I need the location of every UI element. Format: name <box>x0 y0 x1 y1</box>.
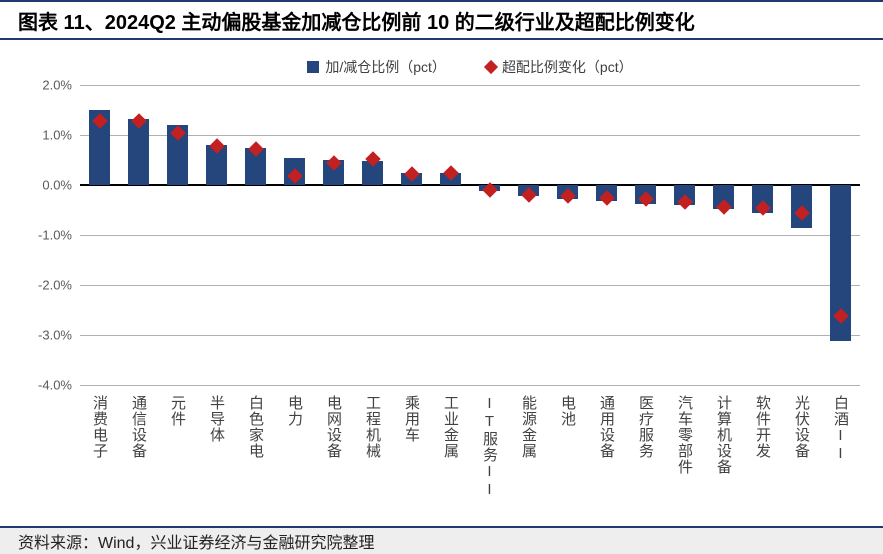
legend-diamond-swatch <box>484 60 498 74</box>
legend: 加/减仓比例（pct） 超配比例变化（pct） <box>80 57 860 77</box>
x-tick-label: 能源金属 <box>518 395 539 459</box>
x-tick-label: 通用设备 <box>596 395 617 459</box>
y-tick-label: -3.0% <box>20 328 72 343</box>
diamond-marker <box>521 187 537 203</box>
diamond-marker <box>443 165 459 181</box>
source-text: 资料来源：Wind，兴业证券经济与金融研究院整理 <box>18 529 374 553</box>
diamond-marker <box>170 125 186 141</box>
diamond-marker <box>209 138 225 154</box>
y-tick-label: 2.0% <box>20 78 72 93</box>
source-bar: 资料来源：Wind，兴业证券经济与金融研究院整理 <box>0 526 883 554</box>
y-tick-label: -1.0% <box>20 228 72 243</box>
x-tick-label: 通信设备 <box>128 395 149 459</box>
diamond-marker <box>365 151 381 167</box>
y-tick-label: -4.0% <box>20 378 72 393</box>
x-tick-label: 计算机设备 <box>713 395 734 475</box>
x-tick-label: 电池 <box>557 395 578 427</box>
x-tick-label: 白酒II <box>830 395 851 463</box>
x-tick-label: 工业金属 <box>440 395 461 459</box>
chart-title: 图表 11、2024Q2 主动偏股基金加减仓比例前 10 的二级行业及超配比例变… <box>18 6 695 35</box>
title-bar: 图表 11、2024Q2 主动偏股基金加减仓比例前 10 的二级行业及超配比例变… <box>0 0 883 40</box>
x-tick-label: 半导体 <box>206 395 227 443</box>
x-tick-label: 消费电子 <box>89 395 110 459</box>
legend-bar-swatch <box>307 61 319 73</box>
diamond-marker <box>248 141 264 157</box>
y-tick-label: 0.0% <box>20 178 72 193</box>
diamond-marker <box>326 155 342 171</box>
x-tick-label: 元件 <box>167 395 188 427</box>
x-tick-label: 医疗服务 <box>635 395 656 459</box>
diamond-marker <box>755 200 771 216</box>
diamond-marker <box>560 188 576 204</box>
legend-marker-label: 超配比例变化（pct） <box>502 57 633 77</box>
diamond-marker <box>131 113 147 129</box>
diamond-marker <box>599 190 615 206</box>
diamond-marker <box>677 194 693 210</box>
diamond-marker <box>287 168 303 184</box>
legend-bar-item: 加/减仓比例（pct） <box>307 57 446 77</box>
x-tick-label: 汽车零部件 <box>674 395 695 475</box>
y-tick-label: 1.0% <box>20 128 72 143</box>
x-tick-label: 乘用车 <box>401 395 422 443</box>
x-tick-label: 软件开发 <box>752 395 773 459</box>
x-tick-label: 电网设备 <box>323 395 344 459</box>
y-tick-label: -2.0% <box>20 278 72 293</box>
x-tick-label: 工程机械 <box>362 395 383 459</box>
diamond-marker <box>794 205 810 221</box>
chart-container: 图表 11、2024Q2 主动偏股基金加减仓比例前 10 的二级行业及超配比例变… <box>0 0 883 554</box>
x-tick-label: 光伏设备 <box>791 395 812 459</box>
x-tick-label: 电力 <box>284 395 305 427</box>
markers-layer <box>80 85 860 385</box>
legend-bar-label: 加/减仓比例（pct） <box>325 57 446 77</box>
diamond-marker <box>404 166 420 182</box>
legend-marker-item: 超配比例变化（pct） <box>486 57 633 77</box>
x-tick-label: IT服务II <box>479 395 500 499</box>
diamond-marker <box>482 182 498 198</box>
diamond-marker <box>716 199 732 215</box>
diamond-marker <box>638 191 654 207</box>
diamond-marker <box>92 113 108 129</box>
diamond-marker <box>833 308 849 324</box>
x-tick-label: 白色家电 <box>245 395 266 459</box>
chart-region: 加/减仓比例（pct） 超配比例变化（pct） -4.0% -3.0% -2.0% -… <box>20 55 863 505</box>
x-axis-labels: 消费电子通信设备元件半导体白色家电电力电网设备工程机械乘用车工业金属 IT服务II… <box>80 395 860 535</box>
gridline <box>80 385 860 386</box>
